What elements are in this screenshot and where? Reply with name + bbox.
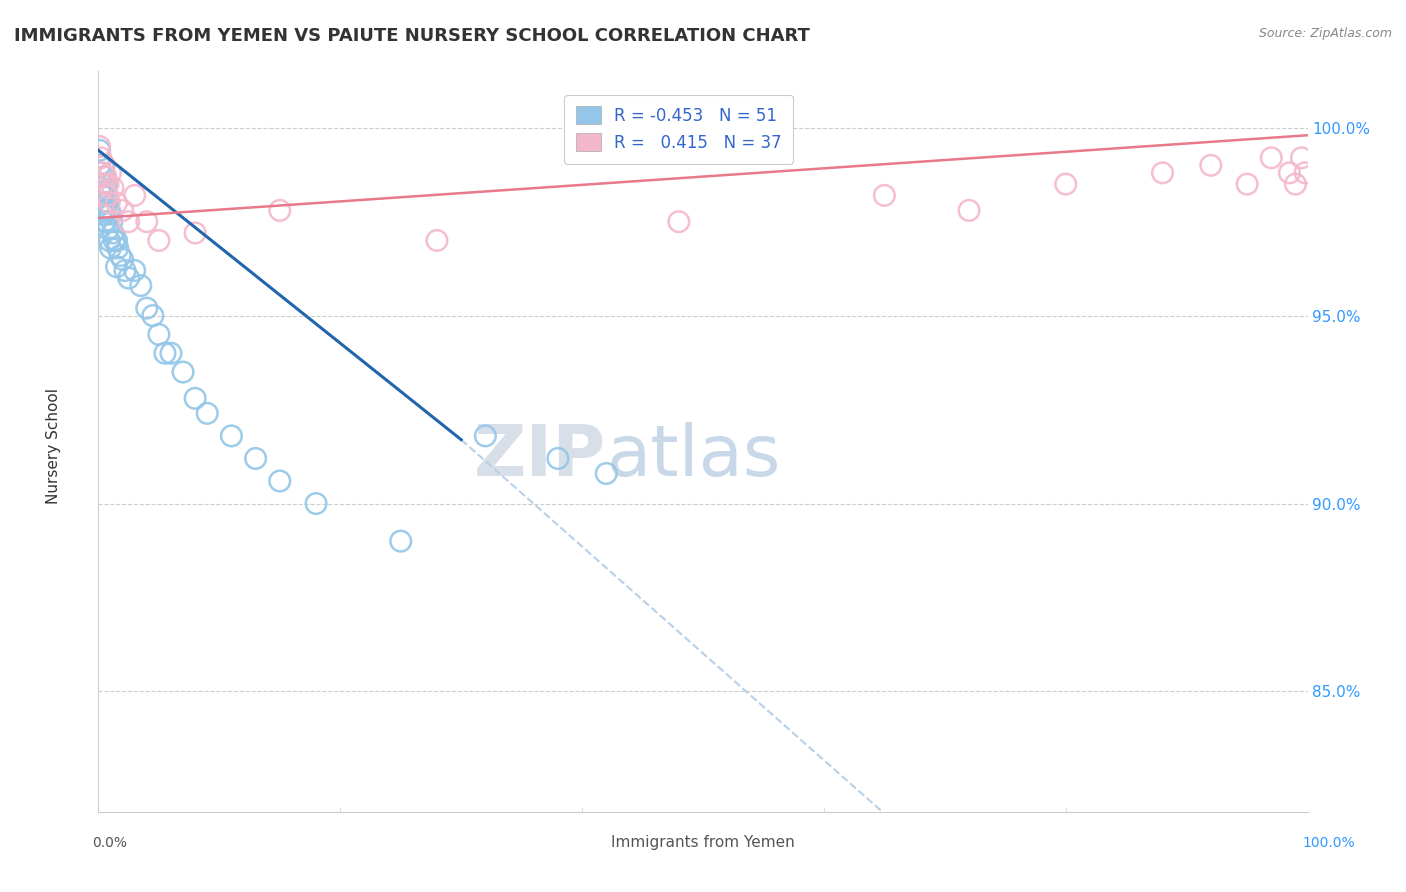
Text: 100.0%: 100.0% xyxy=(1302,836,1355,850)
Point xyxy=(100,241,122,255)
Point xyxy=(96,188,118,202)
Point xyxy=(105,234,128,248)
Point xyxy=(91,203,114,218)
Point xyxy=(426,234,449,248)
Point xyxy=(547,451,569,466)
Point xyxy=(94,203,117,218)
Text: Source: ZipAtlas.com: Source: ZipAtlas.com xyxy=(1258,27,1392,40)
Point xyxy=(1284,177,1306,191)
Point xyxy=(107,241,129,255)
Point xyxy=(1294,166,1316,180)
Point xyxy=(1236,177,1258,191)
Point xyxy=(474,429,496,443)
Point xyxy=(668,215,690,229)
Point xyxy=(101,181,124,195)
Point xyxy=(91,185,114,199)
Point xyxy=(957,203,980,218)
Point xyxy=(124,263,146,277)
Point xyxy=(245,451,267,466)
Point xyxy=(96,188,118,202)
Point xyxy=(153,346,176,360)
Point xyxy=(148,327,170,342)
Point xyxy=(100,215,122,229)
Point xyxy=(118,271,141,285)
Point xyxy=(114,263,136,277)
Point xyxy=(98,195,121,210)
Point xyxy=(91,177,114,191)
Point xyxy=(184,226,207,240)
Point xyxy=(91,177,114,191)
Point xyxy=(105,195,128,210)
Point xyxy=(160,346,183,360)
Point xyxy=(118,215,141,229)
Text: Nursery School: Nursery School xyxy=(46,388,60,504)
Point xyxy=(97,222,120,236)
Point xyxy=(91,166,114,180)
Point xyxy=(1278,166,1301,180)
Point xyxy=(111,252,134,267)
Point xyxy=(184,392,207,406)
Point xyxy=(305,497,328,511)
Point xyxy=(93,215,115,229)
Point xyxy=(1054,177,1077,191)
Text: 0.0%: 0.0% xyxy=(93,836,127,850)
Text: IMMIGRANTS FROM YEMEN VS PAIUTE NURSERY SCHOOL CORRELATION CHART: IMMIGRANTS FROM YEMEN VS PAIUTE NURSERY … xyxy=(14,27,810,45)
Point xyxy=(135,301,157,315)
Point xyxy=(97,177,120,191)
Point xyxy=(105,260,128,274)
Point xyxy=(1152,166,1174,180)
Point xyxy=(89,143,111,157)
Point xyxy=(98,234,121,248)
Text: Immigrants from Yemen: Immigrants from Yemen xyxy=(612,836,794,850)
Point xyxy=(91,158,114,172)
Point xyxy=(195,406,218,420)
Point xyxy=(96,215,118,229)
Legend: R = -0.453   N = 51, R =   0.415   N = 37: R = -0.453 N = 51, R = 0.415 N = 37 xyxy=(564,95,793,163)
Point xyxy=(90,166,112,180)
Point xyxy=(91,207,114,221)
Point xyxy=(1291,151,1313,165)
Point xyxy=(148,234,170,248)
Text: atlas: atlas xyxy=(606,422,780,491)
Point xyxy=(90,181,112,195)
Point xyxy=(93,195,115,210)
Point xyxy=(124,188,146,202)
Point xyxy=(108,248,131,262)
Text: ZIP: ZIP xyxy=(474,422,606,491)
Point xyxy=(595,467,617,481)
Point xyxy=(98,203,121,218)
Point xyxy=(100,166,122,180)
Point xyxy=(135,215,157,229)
Point xyxy=(93,158,115,172)
Point xyxy=(94,177,117,191)
Point xyxy=(129,278,152,293)
Point xyxy=(172,365,194,379)
Point xyxy=(94,169,117,184)
Point xyxy=(269,474,291,488)
Point xyxy=(101,226,124,240)
Point xyxy=(93,169,115,184)
Point xyxy=(111,203,134,218)
Point xyxy=(1199,158,1222,172)
Point xyxy=(142,309,165,323)
Point xyxy=(91,188,114,202)
Point xyxy=(103,234,125,248)
Point xyxy=(90,151,112,165)
Point xyxy=(89,158,111,172)
Point xyxy=(89,139,111,153)
Point xyxy=(221,429,243,443)
Point xyxy=(389,534,412,549)
Point xyxy=(269,203,291,218)
Point xyxy=(1260,151,1282,165)
Point xyxy=(873,188,896,202)
Point xyxy=(97,195,120,210)
Point xyxy=(100,207,122,221)
